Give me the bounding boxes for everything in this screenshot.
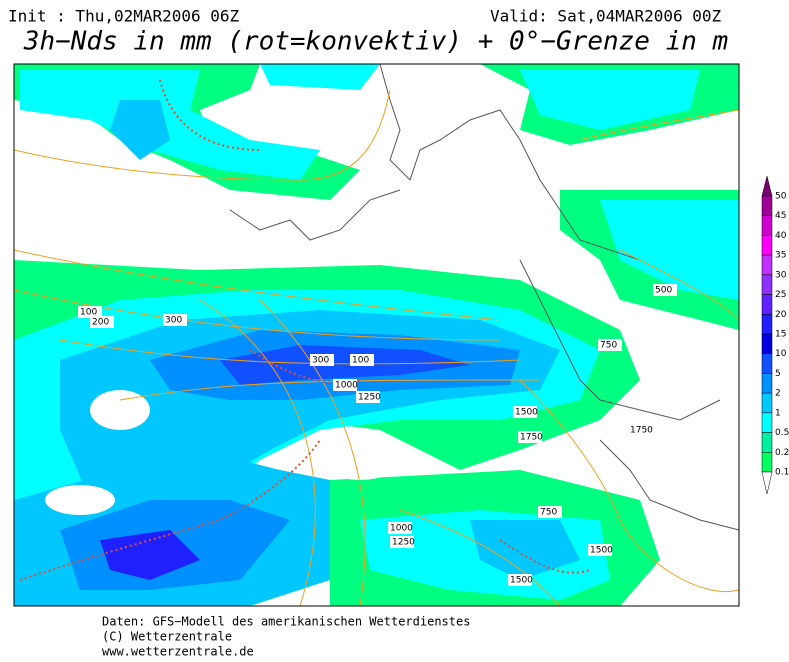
contour-label-bg bbox=[513, 406, 537, 418]
contour-label: 1750 bbox=[520, 433, 543, 443]
colorbar-label: 50 bbox=[775, 192, 787, 202]
contour-label: 100 bbox=[80, 308, 97, 318]
colorbar-cap bbox=[761, 175, 773, 197]
colorbar-segment bbox=[761, 254, 773, 276]
colorbar-label: 0.2 bbox=[775, 448, 789, 458]
colorbar-label: 20 bbox=[775, 310, 787, 320]
contour-label: 100 bbox=[352, 356, 369, 366]
colorbar-label: 15 bbox=[775, 330, 786, 340]
colorbar-segment bbox=[761, 452, 773, 473]
footer-source: Daten: GFS−Modell des amerikanischen Wet… bbox=[102, 615, 470, 629]
colorbar-segment bbox=[761, 432, 773, 453]
colorbar-segment bbox=[761, 235, 773, 256]
colorbar-segment bbox=[761, 333, 773, 354]
colorbar-segment bbox=[761, 294, 773, 315]
contour-label: 1000 bbox=[390, 524, 413, 534]
colorbar-label: 40 bbox=[775, 231, 787, 241]
contour-label: 500 bbox=[655, 286, 672, 296]
colorbar-segment bbox=[761, 274, 773, 295]
colorbar-label: 0.5 bbox=[775, 428, 789, 438]
contour-label: 1750 bbox=[630, 426, 653, 436]
colorbar: 50 45 40 35 30 25 20 15 10 5 2 1 0.5 0.2 0.1 bbox=[761, 175, 789, 495]
colorbar-segment bbox=[761, 373, 773, 394]
colorbar-label: 5 bbox=[775, 369, 781, 379]
contour-label-bg bbox=[356, 391, 380, 403]
contour-label-bg bbox=[598, 339, 622, 351]
contour-label-bg bbox=[508, 574, 532, 586]
colorbar-label: 45 bbox=[775, 211, 786, 221]
contour-label: 1500 bbox=[510, 576, 533, 586]
contour-label: 300 bbox=[312, 356, 329, 366]
contour-label-bg bbox=[518, 431, 542, 443]
contour-label: 1000 bbox=[335, 381, 358, 391]
colorbar-label: 35 bbox=[775, 251, 786, 261]
colorbar-segment bbox=[761, 195, 773, 216]
colorbar-label: 2 bbox=[775, 389, 781, 399]
contour-label: 1500 bbox=[515, 408, 538, 418]
valid-label: Valid: Sat,04MAR2006 00Z bbox=[490, 7, 722, 26]
contour-label: 1500 bbox=[590, 546, 613, 556]
title: 3h−Nds in mm (rot=konvektiv) + 0°−Grenze… bbox=[23, 27, 728, 57]
contour-label-bg bbox=[78, 306, 102, 318]
contour-label-bg bbox=[310, 354, 334, 366]
colorbar-cap bbox=[761, 471, 773, 495]
contour-label: 750 bbox=[540, 508, 557, 518]
colorbar-segment bbox=[761, 215, 773, 236]
contour-label-bg bbox=[538, 506, 562, 518]
contour-label: 200 bbox=[92, 318, 109, 328]
contour-label: 1250 bbox=[358, 393, 381, 403]
footer-url: www.wetterzentrale.de bbox=[102, 645, 254, 659]
contour-label-bg bbox=[350, 354, 374, 366]
colorbar-label: 10 bbox=[775, 349, 787, 359]
contour-label-bg bbox=[653, 284, 677, 296]
contour-label-bg bbox=[388, 522, 412, 534]
colorbar-segment bbox=[761, 353, 773, 374]
colorbar-label: 1 bbox=[775, 408, 781, 418]
contour-label-bg bbox=[588, 544, 612, 556]
colorbar-segment bbox=[761, 412, 773, 433]
colorbar-label: 0.1 bbox=[775, 468, 789, 478]
colorbar-segment bbox=[761, 314, 773, 335]
colorbar-label: 30 bbox=[775, 270, 787, 280]
contour-label-bg bbox=[333, 379, 357, 391]
colorbar-label: 25 bbox=[775, 290, 786, 300]
footer-copyright: (C) Wetterzentrale bbox=[102, 630, 232, 644]
colorbar-segment bbox=[761, 392, 773, 414]
contour-label: 300 bbox=[165, 316, 182, 326]
contour-label-bg bbox=[628, 424, 652, 436]
init-label: Init : Thu,02MAR2006 06Z bbox=[8, 7, 240, 26]
contour-label-bg bbox=[390, 536, 414, 548]
contour-label: 750 bbox=[600, 341, 617, 351]
contour-label-bg bbox=[163, 314, 187, 326]
contour-label-bg bbox=[90, 316, 114, 328]
contour-label: 1250 bbox=[392, 538, 415, 548]
